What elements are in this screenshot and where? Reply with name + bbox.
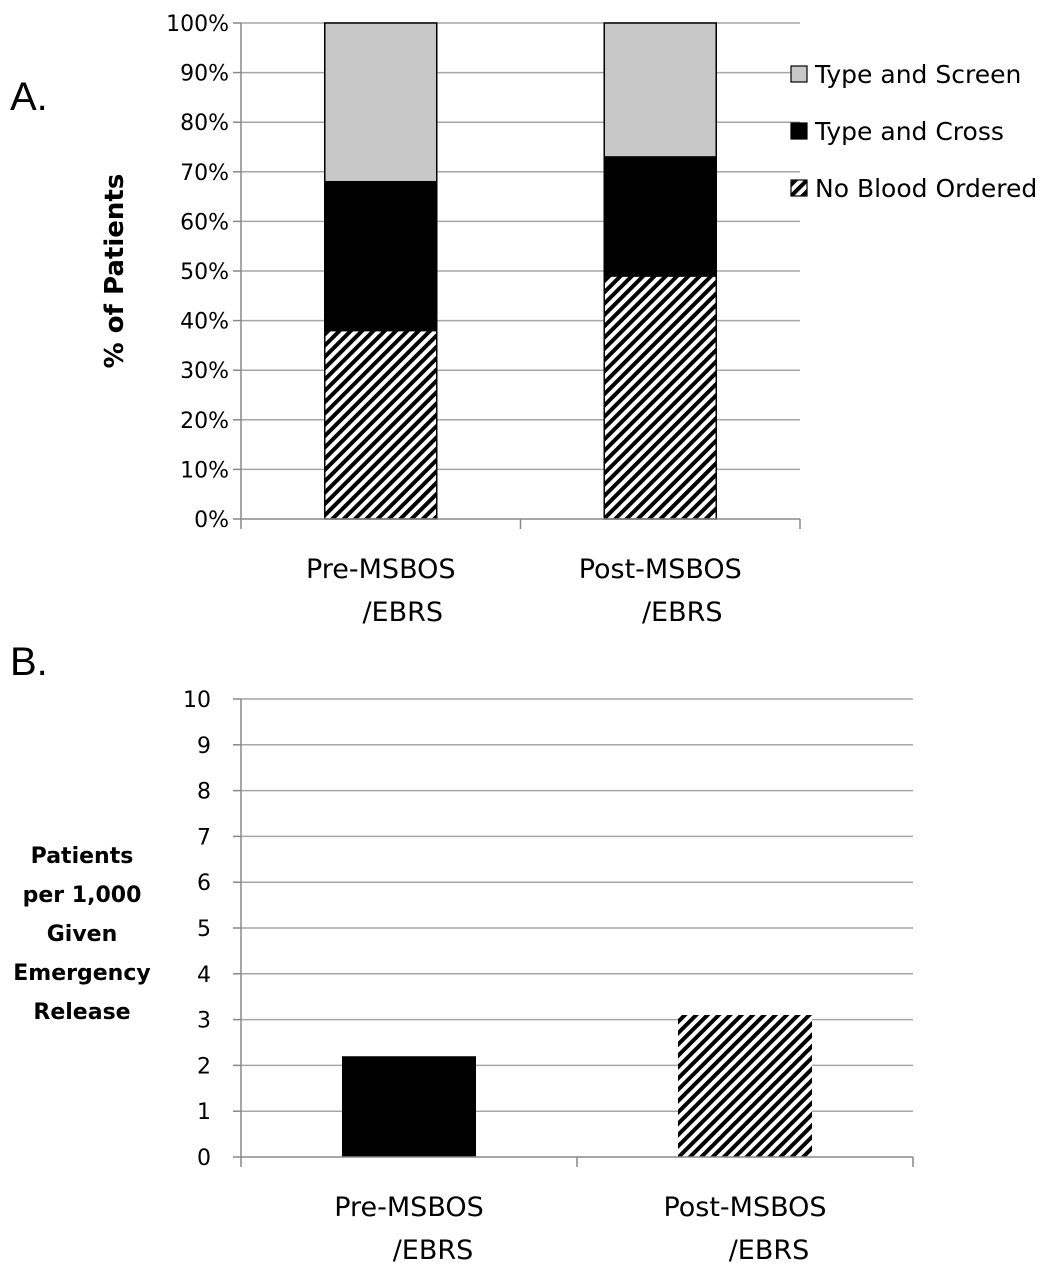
legend-swatch	[790, 65, 808, 83]
chart-panel-a: A. 0% 10% 20% 30% 40% 50% 60% 70% 80% 90% 100% Pre…	[10, 12, 1037, 628]
bar-segment	[324, 22, 438, 183]
chart-a-x-categories: Pre-MSBOS/EBRS Post-MSBOS/EBRS	[306, 554, 742, 628]
y-tick-label: 2	[197, 1054, 211, 1079]
y-tick-label: 80%	[180, 111, 229, 136]
bar-segment	[603, 275, 717, 520]
chart-a-bars	[324, 22, 717, 520]
x-category-label: Post-MSBOS/EBRS	[579, 554, 742, 628]
chart-b-bars	[342, 1015, 812, 1157]
panel-b-label: B.	[10, 640, 48, 684]
x-category-label: Pre-MSBOS/EBRS	[306, 554, 456, 628]
y-tick-label: 20%	[180, 409, 229, 434]
chart-b-axes	[240, 699, 914, 1167]
y-tick-label: 60%	[180, 210, 229, 235]
bar	[678, 1015, 812, 1157]
y-tick-label: 40%	[180, 310, 229, 335]
y-tick-label: 10%	[180, 458, 229, 483]
chart-a-y-ticks: 0% 10% 20% 30% 40% 50% 60% 70% 80% 90% 100%	[166, 12, 241, 533]
chart-b-y-ticks: 0 1 2 3 4 5 6 7 8 9 10	[183, 688, 241, 1171]
y-tick-label: 30%	[180, 359, 229, 384]
bar-segment	[324, 180, 438, 332]
bar-segment	[603, 22, 717, 158]
chart-panel-b: B. 0 1 2 3 4 5 6 7 8 9 10 Pre-MSBOS/EBRS Post-MSBOS…	[10, 640, 914, 1266]
y-tick-label: 4	[197, 963, 211, 988]
y-tick-label: 5	[197, 917, 211, 942]
y-axis-label-text: Patients per 1,000 Given Emergency Release	[13, 844, 150, 1025]
chart-b-x-categories: Pre-MSBOS/EBRS Post-MSBOS/EBRS	[334, 1192, 826, 1266]
x-category-label: Pre-MSBOS/EBRS	[334, 1192, 484, 1266]
bar-segment	[603, 156, 717, 277]
legend-label: Type and Cross	[814, 117, 1004, 146]
legend-swatch	[790, 179, 808, 197]
y-tick-label: 50%	[180, 260, 229, 285]
y-tick-label: 70%	[180, 161, 229, 186]
x-category-label: Post-MSBOS/EBRS	[663, 1192, 826, 1266]
panel-a-label: A.	[10, 75, 48, 119]
y-tick-label: 0%	[194, 508, 229, 533]
chart-b-y-axis-label: Patients per 1,000 Given Emergency Release	[13, 844, 150, 1025]
y-tick-label: 7	[197, 825, 211, 850]
chart-a-legend: Type and Screen Type and Cross No Blood Or…	[790, 60, 1037, 203]
y-tick-label: 1	[197, 1100, 211, 1125]
y-tick-label: 0	[197, 1146, 211, 1171]
y-tick-label: 8	[197, 780, 211, 805]
bar-segment	[324, 329, 438, 520]
legend-label: No Blood Ordered	[815, 174, 1037, 203]
y-tick-label: 6	[197, 871, 211, 896]
legend-swatch	[790, 122, 808, 140]
chart-b-gridlines	[241, 698, 913, 1112]
y-tick-label: 90%	[180, 62, 229, 87]
y-tick-label: 100%	[166, 12, 229, 37]
y-tick-label: 9	[197, 734, 211, 759]
bar	[342, 1056, 476, 1157]
legend-label: Type and Screen	[814, 60, 1021, 89]
chart-a-y-axis-label: % of Patients	[100, 174, 130, 369]
y-tick-label: 10	[183, 688, 211, 713]
y-tick-label: 3	[197, 1009, 211, 1034]
